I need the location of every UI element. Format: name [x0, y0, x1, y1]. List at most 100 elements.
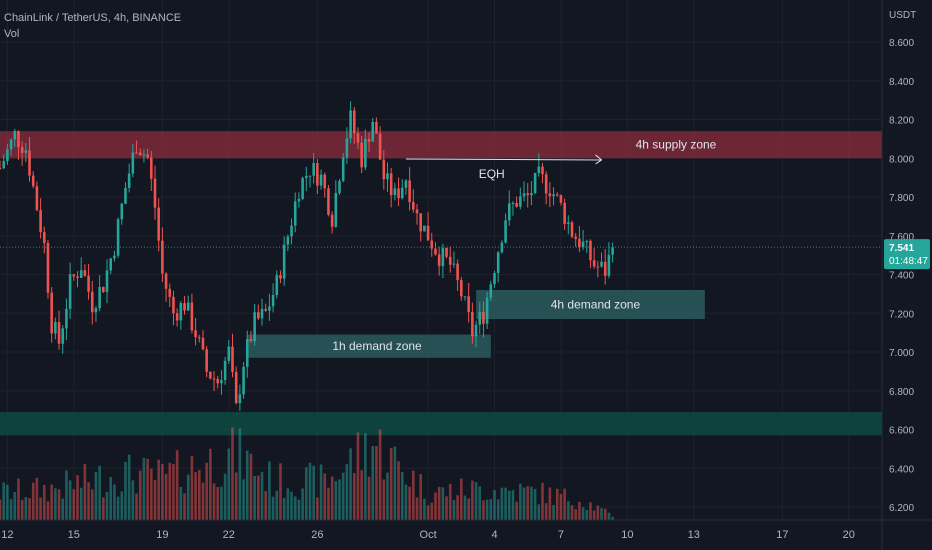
- candle-body: [445, 247, 448, 257]
- candle-body: [24, 150, 28, 153]
- candle: [537, 153, 541, 177]
- candle-body: [253, 312, 256, 342]
- candle-body: [330, 214, 334, 227]
- candle-body: [127, 173, 131, 188]
- volume-bar: [338, 479, 341, 520]
- candle: [533, 172, 537, 195]
- volume-bar: [157, 459, 160, 520]
- candle: [578, 225, 581, 253]
- candle-body: [441, 247, 445, 267]
- candle-body: [290, 225, 293, 237]
- candle: [312, 152, 315, 184]
- candle-body: [2, 161, 5, 169]
- candle: [264, 303, 267, 312]
- volume-bar: [496, 499, 500, 520]
- candle: [238, 384, 242, 412]
- candle-body: [489, 284, 493, 298]
- candle: [526, 183, 530, 208]
- candle-body: [135, 152, 138, 154]
- candle-body: [190, 302, 194, 331]
- time-tick-label: 26: [311, 529, 323, 541]
- candle-body: [382, 159, 386, 180]
- candle-body: [360, 142, 363, 168]
- current-price-label: 7.541: [889, 243, 914, 254]
- candle-body: [50, 292, 53, 334]
- eqh-label: EQH: [479, 167, 505, 181]
- candle-body: [552, 194, 555, 197]
- candle-body: [371, 121, 375, 142]
- volume-bar: [57, 489, 61, 520]
- candle-body: [308, 175, 312, 177]
- candle-body: [6, 149, 9, 162]
- candle-body: [83, 270, 87, 276]
- volume-bar: [216, 486, 220, 520]
- candle: [404, 179, 408, 195]
- time-tick-label: 19: [156, 529, 168, 541]
- candle-body: [279, 275, 282, 279]
- candle: [448, 246, 452, 273]
- volume-bar: [541, 482, 544, 520]
- candle: [138, 148, 142, 156]
- volume-bar: [463, 495, 467, 520]
- candle-body: [600, 261, 603, 267]
- candle: [46, 240, 50, 299]
- volume-bar: [264, 491, 267, 520]
- candle: [116, 217, 120, 258]
- volume-bar: [482, 500, 485, 520]
- candle-body: [223, 360, 227, 381]
- candle: [555, 192, 559, 197]
- candle-body: [68, 274, 72, 309]
- volume-bar: [94, 471, 98, 520]
- volume-bar: [297, 499, 301, 520]
- volume-bar: [290, 491, 293, 520]
- candle-body: [478, 311, 482, 325]
- candle-body: [345, 138, 349, 158]
- candle: [142, 149, 146, 163]
- candle-body: [319, 174, 323, 186]
- candle: [600, 252, 603, 268]
- candle: [50, 287, 53, 343]
- candle-body: [611, 247, 614, 255]
- candle: [570, 220, 574, 239]
- volume-bar: [559, 494, 563, 520]
- candle-body: [570, 222, 574, 237]
- candle: [102, 286, 105, 294]
- candle-body: [482, 311, 485, 324]
- candle-body: [397, 188, 400, 199]
- volume-bar: [46, 501, 50, 520]
- candle-body: [157, 207, 160, 241]
- volume-bar: [113, 484, 116, 520]
- volume-bar: [172, 463, 175, 520]
- candle-body: [515, 202, 518, 207]
- volume-bar: [105, 491, 109, 520]
- candle-body: [297, 198, 301, 202]
- volume-bar: [175, 450, 179, 520]
- time-tick-label: 20: [843, 529, 855, 541]
- candle-body: [312, 163, 315, 176]
- candle: [352, 107, 356, 144]
- volume-bar: [345, 464, 349, 520]
- candle-body: [172, 296, 175, 314]
- candle-body: [423, 225, 426, 232]
- candle-body: [61, 328, 65, 344]
- candle: [330, 211, 334, 234]
- volume-bar: [209, 448, 212, 520]
- candle-body: [17, 131, 20, 148]
- volume-bar: [127, 454, 131, 520]
- volume-bar: [397, 461, 400, 520]
- candle-body: [589, 240, 592, 261]
- candle: [360, 135, 363, 174]
- volume-bar: [511, 490, 515, 520]
- price-tick-label: 8.000: [889, 154, 914, 165]
- candle-body: [578, 238, 581, 248]
- candle-body: [76, 276, 79, 278]
- candle-body: [238, 394, 242, 404]
- volume-bar: [135, 493, 138, 520]
- candle-body: [426, 225, 430, 241]
- volume-bar: [570, 505, 574, 520]
- candle: [68, 262, 72, 320]
- candle: [548, 181, 552, 208]
- candle-body: [153, 178, 157, 208]
- price-tick-label: 6.400: [889, 464, 914, 475]
